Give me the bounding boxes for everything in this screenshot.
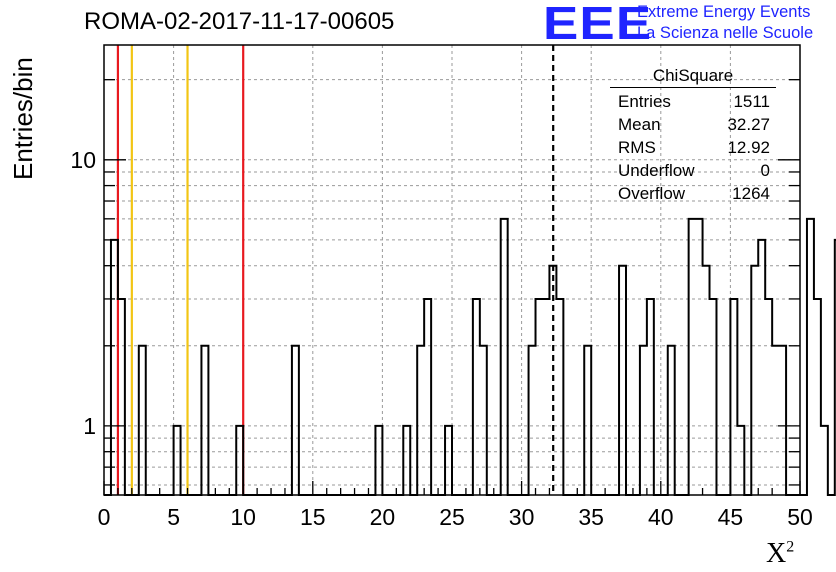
x-tick-label: 35	[578, 504, 604, 530]
stats-label: RMS	[618, 138, 656, 157]
x-tick-label: 45	[718, 504, 744, 530]
stats-value: 32.27	[727, 115, 770, 134]
x-tick-label: 30	[509, 504, 535, 530]
x-axis-label-base: X	[766, 538, 787, 569]
axis-ticks	[103, 79, 801, 495]
chart-title: ROMA-02-2017-11-17-00605	[84, 8, 395, 35]
stats-value: 1511	[733, 92, 770, 111]
reference-lines	[116, 45, 555, 495]
stats-label: Entries	[618, 92, 671, 111]
stats-row-mean: Mean 32.27	[610, 113, 776, 136]
x-tick-label: 20	[370, 504, 396, 530]
logo-line-2: La Scienza nelle Scuole	[637, 24, 814, 42]
stats-row-rms: RMS 12.92	[610, 136, 776, 159]
x-tick-label: 50	[787, 504, 813, 530]
x-tick-label: 10	[230, 504, 256, 530]
stats-label: Mean	[618, 115, 661, 134]
x-tick-label: 40	[648, 504, 674, 530]
stats-value: 1264	[732, 184, 770, 203]
logo-line-1: Extreme Energy Events	[637, 3, 811, 21]
y-tick-label: 10	[70, 147, 96, 173]
stats-value: 12.92	[727, 138, 770, 157]
y-tick-label: 1	[83, 413, 96, 439]
x-tick-label: 25	[439, 504, 465, 530]
eee-logo: EEE	[543, 0, 653, 49]
x-axis-label: X2	[766, 538, 794, 570]
tick-labels: 0 5 10 15 20 25 30 35 40 45 50 1 10	[70, 147, 812, 530]
x-axis-label-sup: 2	[786, 538, 795, 556]
stats-row-entries: Entries 1511	[610, 90, 776, 113]
stats-row-overflow: Overflow 1264	[610, 182, 776, 205]
stats-label: Underflow	[618, 161, 695, 180]
y-axis-label: Entries/bin	[8, 57, 38, 180]
x-tick-label: 0	[98, 504, 111, 530]
x-tick-label: 15	[300, 504, 326, 530]
stats-box: ChiSquare Entries 1511 Mean 32.27 RMS 12…	[610, 66, 776, 205]
x-tick-label: 5	[167, 504, 180, 530]
stats-label: Overflow	[618, 184, 686, 203]
stats-row-underflow: Underflow 0	[610, 159, 776, 182]
stats-value: 0	[760, 161, 770, 180]
stats-title: ChiSquare	[610, 66, 776, 88]
